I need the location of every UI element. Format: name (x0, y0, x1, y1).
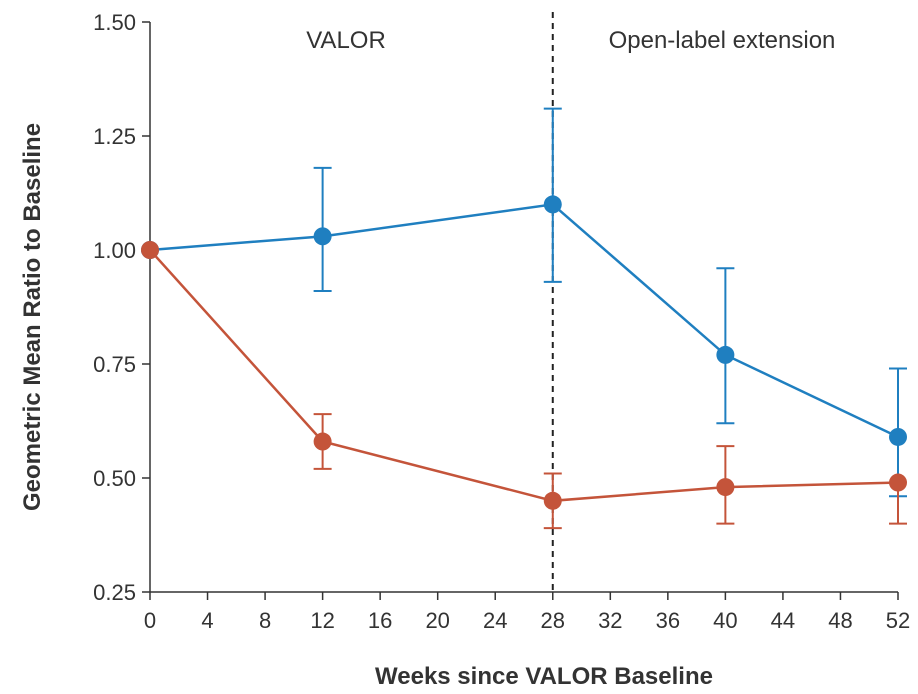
y-axis-title: Geometric Mean Ratio to Baseline (19, 123, 46, 511)
x-tick-label: 16 (368, 608, 392, 633)
y-tick-label: 0.50 (93, 466, 136, 491)
axes: 0 4 8 12 16 20 24 28 32 36 40 44 48 520.250.500.751.0… (93, 10, 910, 633)
x-tick-label: 28 (541, 608, 565, 633)
series-1-line (149, 249, 899, 503)
series-0-line (149, 203, 899, 439)
series-1-point (716, 478, 735, 497)
series-1-point (889, 473, 907, 492)
x-tick-label: 44 (771, 608, 795, 633)
series-1-point (543, 491, 562, 510)
x-axis-title: Weeks since VALOR Baseline (375, 663, 713, 690)
series-0-point (543, 195, 562, 214)
y-tick-label: 0.25 (93, 580, 136, 605)
x-tick-label: 20 (425, 608, 449, 633)
series-1-point (141, 241, 159, 259)
x-tick-label: 52 (886, 608, 910, 633)
x-tick-label: 32 (598, 608, 622, 633)
region-label-open-label-extension: Open-label extension (609, 27, 836, 54)
y-tick-label: 1.00 (93, 238, 136, 263)
x-tick-label: 48 (828, 608, 852, 633)
x-tick-label: 8 (259, 608, 271, 633)
marks (141, 12, 907, 592)
series-0-point (889, 427, 907, 446)
x-tick-label: 12 (310, 608, 334, 633)
series-1-point (313, 432, 332, 451)
y-tick-label: 1.50 (93, 10, 136, 35)
y-tick-label: 0.75 (93, 352, 136, 377)
x-tick-label: 24 (483, 608, 507, 633)
y-tick-label: 1.25 (93, 124, 136, 149)
series-0-point (313, 227, 332, 246)
x-tick-label: 4 (201, 608, 213, 633)
x-tick-label: 0 (144, 608, 156, 633)
x-tick-label: 36 (656, 608, 680, 633)
x-tick-label: 40 (713, 608, 737, 633)
region-label-valor: VALOR (306, 27, 386, 54)
series-0-point (716, 345, 735, 364)
